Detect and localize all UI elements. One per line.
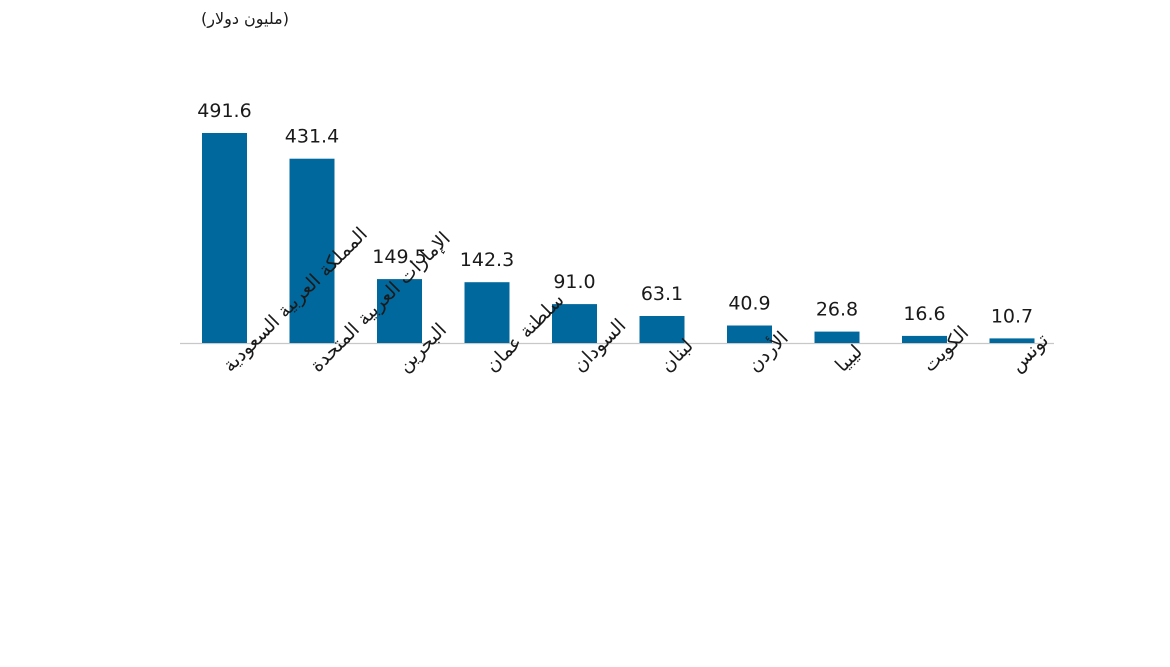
- bar: [289, 158, 335, 343]
- bar: [202, 133, 247, 343]
- bar: [552, 304, 597, 343]
- bar-value-label: 40.9: [728, 293, 770, 315]
- bar: [639, 316, 685, 343]
- bar-value-label: 491.6: [197, 100, 251, 122]
- bars-group: [202, 133, 1035, 343]
- unit-label: (مليون دولار): [201, 9, 289, 29]
- category-label: تونس: [1006, 329, 1053, 376]
- bar-value-label: 63.1: [641, 283, 683, 305]
- bar: [727, 325, 772, 343]
- bar: [377, 279, 422, 343]
- bar: [814, 331, 860, 343]
- bar-value-label: 142.3: [460, 249, 514, 271]
- value-labels-group: 491.6 431.4 149.5 142.3 91.0 63.1 40.9 26.8 16.6…: [197, 100, 1033, 327]
- bar-value-label: 26.8: [816, 299, 858, 321]
- bar-value-label: 10.7: [991, 305, 1033, 327]
- bar-value-label: 431.4: [285, 126, 339, 148]
- bar-value-label: 149.5: [372, 246, 426, 268]
- category-label: الكويت: [918, 322, 973, 377]
- bar-value-label: 16.6: [903, 303, 945, 325]
- bar: [989, 338, 1035, 343]
- bar: [902, 335, 947, 343]
- bar-value-label: 91.0: [553, 271, 595, 293]
- bar: [464, 282, 510, 343]
- category-label: ليبيا: [831, 341, 867, 377]
